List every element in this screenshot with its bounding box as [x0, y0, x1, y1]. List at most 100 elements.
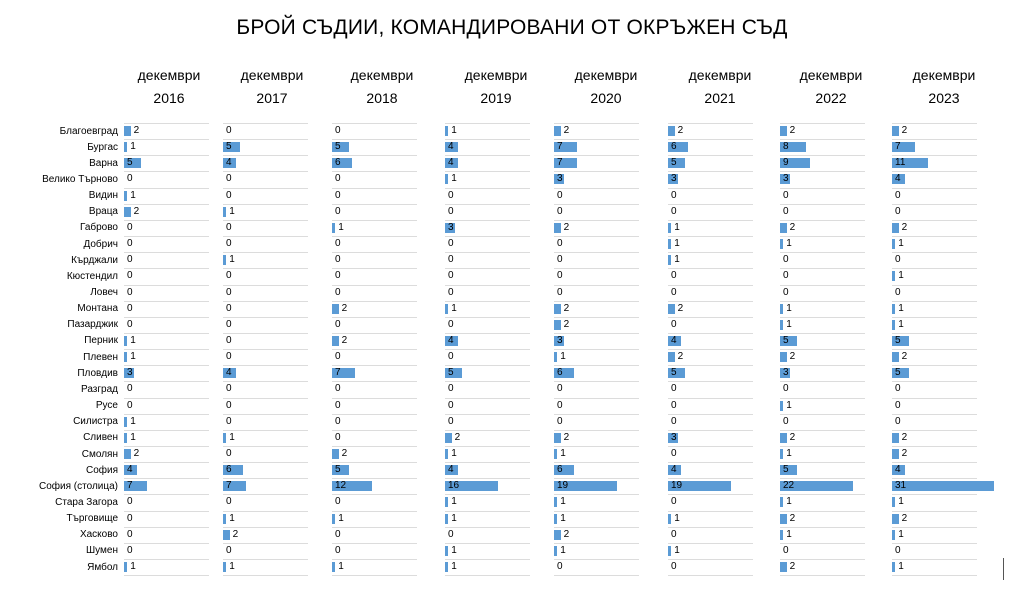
data-bar [554, 545, 558, 556]
row-separator [332, 430, 417, 431]
row-separator [780, 494, 865, 495]
data-bar [892, 465, 906, 476]
row-separator [332, 333, 417, 334]
data-label: 1 [451, 496, 457, 508]
data-bar [124, 449, 131, 459]
row-separator [668, 414, 753, 415]
data-bar [892, 449, 899, 459]
data-label: 3 [448, 221, 454, 233]
data-bar [780, 352, 787, 363]
row-separator [554, 171, 639, 172]
row-separator [780, 301, 865, 302]
row-separator [223, 333, 308, 334]
row-separator [124, 575, 209, 576]
data-label: 2 [677, 125, 684, 136]
data-label: 1 [130, 415, 136, 427]
data-label: 0 [127, 528, 133, 540]
data-label: 1 [786, 302, 792, 314]
data-bar [445, 368, 462, 379]
row-separator [223, 123, 308, 124]
data-bar [668, 239, 672, 250]
data-label: 1 [229, 561, 235, 573]
data-bar [332, 449, 339, 459]
data-label: 1 [786, 528, 792, 540]
data-bar [892, 513, 899, 524]
row-separator [668, 139, 753, 140]
row-separator [445, 494, 530, 495]
data-label: 0 [557, 561, 563, 573]
row-separator [124, 139, 209, 140]
row-separator [892, 559, 977, 560]
data-label: 0 [226, 544, 232, 556]
row-separator [668, 333, 753, 334]
row-separator [223, 478, 308, 479]
row-separator [892, 171, 977, 172]
data-bar [332, 481, 372, 492]
data-label: 3 [127, 367, 133, 379]
row-separator [445, 575, 530, 576]
row-separator [668, 252, 753, 253]
data-bar [124, 432, 128, 443]
data-label: 2 [789, 125, 796, 136]
row-separator [668, 155, 753, 156]
data-bar [780, 465, 797, 476]
data-label: 2 [901, 431, 908, 443]
data-bar [554, 352, 558, 363]
data-label: 1 [560, 544, 566, 556]
data-bar [445, 126, 449, 136]
row-separator [554, 527, 639, 528]
data-bar [445, 513, 449, 524]
row-separator [892, 236, 977, 237]
row-separator [445, 414, 530, 415]
row-separator [892, 155, 977, 156]
data-label: 1 [338, 512, 344, 524]
data-label: 2 [133, 205, 140, 217]
data-label: 5 [783, 334, 789, 346]
data-label: 0 [226, 125, 232, 136]
data-label: 0 [783, 205, 789, 217]
row-separator [780, 365, 865, 366]
row-separator [668, 285, 753, 286]
data-label: 0 [335, 286, 341, 298]
data-bar [124, 481, 148, 492]
row-separator [668, 188, 753, 189]
data-label: 2 [901, 125, 908, 136]
data-label: 0 [226, 415, 232, 427]
data-label: 6 [557, 464, 563, 476]
data-label: 0 [895, 383, 901, 395]
row-separator [223, 317, 308, 318]
data-label: 0 [557, 205, 563, 217]
data-label: 0 [226, 496, 232, 508]
data-label: 2 [901, 512, 908, 524]
data-label: 0 [127, 286, 133, 298]
data-bar [445, 449, 449, 459]
data-bar [668, 465, 682, 476]
data-bar [124, 158, 141, 169]
data-label: 3 [783, 173, 789, 185]
row-separator [780, 511, 865, 512]
row-separator [892, 543, 977, 544]
row-separator [124, 236, 209, 237]
row-separator [780, 220, 865, 221]
data-label: 0 [226, 270, 232, 282]
data-bar [780, 481, 853, 492]
data-label: 0 [671, 205, 677, 217]
row-separator [124, 317, 209, 318]
data-label: 0 [671, 318, 677, 330]
data-label: 5 [127, 157, 133, 169]
data-bar [668, 222, 672, 233]
data-bar [223, 562, 227, 573]
data-label: 1 [229, 205, 235, 217]
row-separator [892, 123, 977, 124]
row-separator [554, 365, 639, 366]
data-label: 1 [130, 334, 136, 346]
row-separator [554, 575, 639, 576]
data-label: 0 [783, 544, 789, 556]
data-bar [124, 368, 134, 379]
data-label: 1 [786, 238, 792, 250]
row-separator [223, 543, 308, 544]
data-label: 4 [226, 157, 232, 169]
data-bar [668, 255, 672, 266]
column-header: декември 2019 [464, 67, 528, 106]
data-label: 0 [127, 399, 133, 411]
